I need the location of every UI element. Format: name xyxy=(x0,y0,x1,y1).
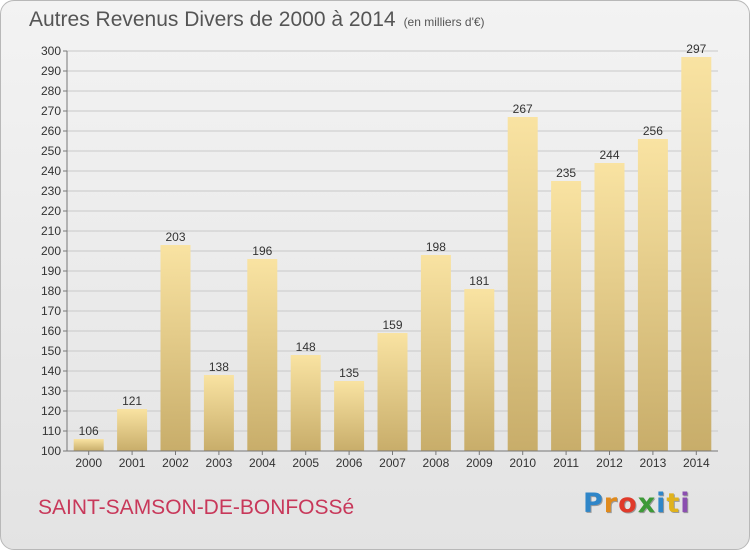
bar xyxy=(464,289,495,451)
data-label: 267 xyxy=(513,102,533,116)
bar xyxy=(681,57,712,451)
axes: 100 110 120 130 140 150 160 170 180 190 200 210 220 2… xyxy=(41,44,718,470)
bar xyxy=(290,355,321,451)
data-label: 121 xyxy=(122,394,142,408)
logo-letter: i xyxy=(656,488,667,519)
y-tick-label: 110 xyxy=(42,424,61,438)
x-tick-label: 2009 xyxy=(466,456,493,470)
proxiti-logo: Proxiti xyxy=(583,488,691,519)
y-tick-label: 130 xyxy=(41,384,61,398)
x-tick-label: 2013 xyxy=(640,456,667,470)
bar xyxy=(334,381,365,451)
y-tick-label: 250 xyxy=(41,144,61,158)
y-tick-label: 210 xyxy=(41,224,61,238)
data-label: 135 xyxy=(339,366,359,380)
data-labels: 106 121 203 138 196 148 135 159 198 181 267 235 244 2… xyxy=(79,42,707,438)
y-tick-label: 260 xyxy=(41,124,61,138)
y-tick-label: 290 xyxy=(41,64,61,78)
y-tick-label: 270 xyxy=(41,104,61,118)
y-tick-label: 120 xyxy=(41,404,61,418)
x-tick-label: 2012 xyxy=(596,456,623,470)
y-tick-label: 200 xyxy=(41,244,61,258)
y-tick-label: 220 xyxy=(41,204,61,218)
data-label: 256 xyxy=(643,124,663,138)
y-tick-label: 150 xyxy=(41,344,61,358)
data-label: 159 xyxy=(382,318,402,332)
data-label: 181 xyxy=(469,274,489,288)
bar xyxy=(594,163,625,451)
data-label: 235 xyxy=(556,166,576,180)
y-tick-label: 190 xyxy=(41,264,61,278)
logo-letter: t xyxy=(666,488,681,519)
x-tick-label: 2007 xyxy=(379,456,406,470)
y-tick-label: 180 xyxy=(41,284,61,298)
x-tick-label: 2002 xyxy=(162,456,189,470)
data-label: 196 xyxy=(252,244,272,258)
y-tick-label: 300 xyxy=(41,44,61,58)
y-tick-label: 170 xyxy=(41,304,61,318)
x-tick-label: 2010 xyxy=(509,456,536,470)
logo-letter: r xyxy=(603,488,619,519)
x-tick-label: 2011 xyxy=(553,456,579,470)
data-label: 198 xyxy=(426,240,446,254)
x-tick-label: 2001 xyxy=(119,456,146,470)
y-tick-label: 230 xyxy=(41,184,61,198)
bar xyxy=(160,245,191,451)
data-label: 138 xyxy=(209,360,229,374)
y-tick-label: 140 xyxy=(41,364,61,378)
bar xyxy=(637,139,668,451)
bar xyxy=(420,255,451,451)
bar xyxy=(117,409,148,451)
bar xyxy=(551,181,582,451)
x-tick-label: 2004 xyxy=(249,456,276,470)
y-tick-label: 240 xyxy=(41,164,61,178)
logo-letter: P xyxy=(583,488,604,519)
bar xyxy=(73,439,104,451)
bar xyxy=(203,375,234,451)
y-tick-label: 100 xyxy=(41,444,61,458)
data-label: 244 xyxy=(599,148,619,162)
commune-name: SAINT-SAMSON-DE-BONFOSSé xyxy=(38,496,355,519)
bar xyxy=(507,117,538,451)
x-tick-label: 2006 xyxy=(336,456,363,470)
chart-title-block: Autres Revenus Divers de 2000 à 2014 (en … xyxy=(29,8,485,32)
x-tick-label: 2008 xyxy=(423,456,450,470)
data-label: 148 xyxy=(296,340,316,354)
x-tick-label: 2003 xyxy=(206,456,233,470)
data-label: 106 xyxy=(79,424,99,438)
y-tick-label: 160 xyxy=(41,324,61,338)
x-tick-label: 2005 xyxy=(292,456,319,470)
data-label: 203 xyxy=(165,230,185,244)
bar xyxy=(377,333,408,451)
logo-letter: x xyxy=(637,488,657,519)
chart-unit: (en milliers d'€) xyxy=(403,15,485,29)
bar xyxy=(247,259,278,451)
y-tick-label: 280 xyxy=(41,84,61,98)
logo-letter: i xyxy=(680,488,691,519)
chart-title: Autres Revenus Divers de 2000 à 2014 xyxy=(29,8,396,31)
x-tick-label: 2000 xyxy=(75,456,102,470)
logo-letter: o xyxy=(618,488,638,519)
x-tick-label: 2014 xyxy=(683,456,710,470)
data-label: 297 xyxy=(686,42,706,56)
bars xyxy=(73,57,712,451)
